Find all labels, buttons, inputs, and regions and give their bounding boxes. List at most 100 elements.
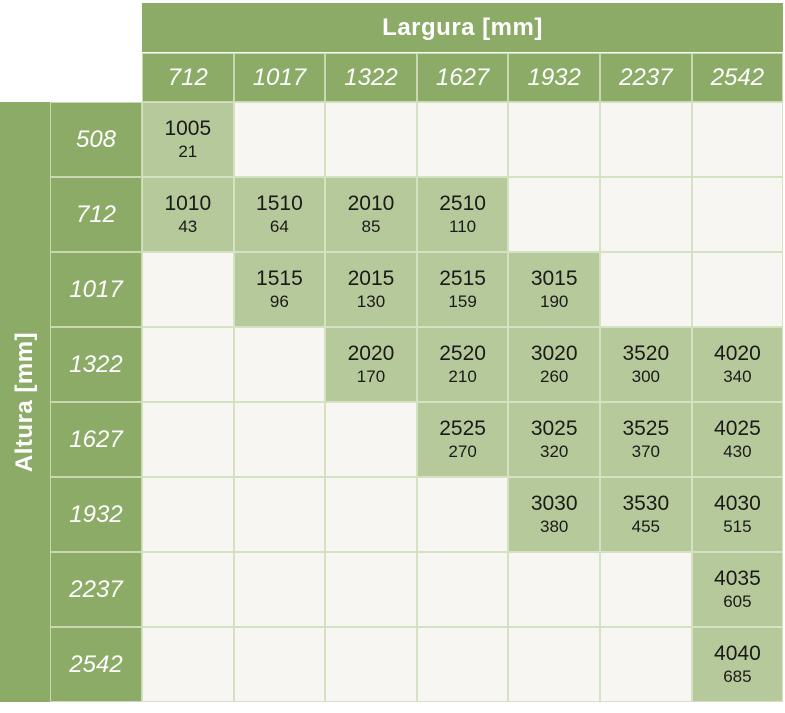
cell-code: 2015 [347, 266, 395, 290]
empty-cell [233, 477, 326, 552]
row-header: 1932 [50, 477, 142, 552]
cell-value: 170 [356, 366, 386, 386]
cell-code: 1510 [256, 191, 303, 215]
cell-code: 3525 [622, 416, 670, 440]
height-axis-title-box: Altura [mm] [0, 102, 50, 702]
table-cell: 4035 605 [691, 552, 784, 627]
column-header: 2237 [600, 53, 692, 102]
row-header: 1322 [50, 327, 142, 402]
empty-cell [691, 102, 784, 177]
column-header: 1932 [508, 53, 600, 102]
cell-value: 320 [540, 441, 569, 461]
cell-value: 130 [356, 291, 386, 311]
empty-cell [416, 552, 509, 627]
cell-value: 85 [361, 216, 381, 236]
table-cell: 4020 340 [691, 327, 784, 402]
cell-value: 515 [723, 516, 752, 536]
table-cell: 3030 380 [508, 477, 600, 552]
empty-cell [142, 477, 234, 552]
cell-value: 270 [448, 441, 477, 461]
cell-value: 605 [723, 591, 752, 611]
empty-cell [325, 477, 417, 552]
cell-value: 159 [448, 291, 477, 311]
cell-code: 3030 [530, 491, 578, 515]
cell-code: 1005 [164, 116, 212, 140]
table-cell: 3020 260 [508, 327, 600, 402]
cell-value: 96 [269, 291, 289, 311]
empty-cell [142, 252, 234, 327]
cell-code: 2510 [439, 191, 486, 215]
empty-cell [416, 477, 509, 552]
table-cell: 2010 85 [325, 177, 417, 252]
cell-value: 260 [540, 366, 569, 386]
row-header: 712 [50, 177, 142, 252]
empty-cell [142, 402, 234, 477]
column-header: 1322 [325, 53, 417, 102]
row-header: 508 [50, 102, 142, 177]
table-cell: 1510 64 [233, 177, 326, 252]
cell-value: 210 [448, 366, 477, 386]
table-cell: 3525 370 [600, 402, 692, 477]
table-cell: 4030 515 [691, 477, 784, 552]
empty-cell [142, 552, 234, 627]
cell-value: 370 [631, 441, 660, 461]
empty-cell [233, 402, 326, 477]
cell-code: 2525 [439, 416, 486, 440]
cell-code: 4020 [714, 341, 761, 365]
cell-value: 380 [540, 516, 569, 536]
cell-value: 64 [269, 216, 289, 236]
table-cell: 1005 21 [142, 102, 234, 177]
cell-code: 2020 [347, 341, 395, 365]
empty-cell [233, 327, 326, 402]
empty-cell [508, 627, 600, 702]
empty-cell [416, 102, 509, 177]
table-cell: 3530 455 [600, 477, 692, 552]
table-cell: 3025 320 [508, 402, 600, 477]
empty-cell [416, 627, 509, 702]
table-cell: 1010 43 [142, 177, 234, 252]
empty-cell [600, 102, 692, 177]
cell-value: 21 [178, 141, 198, 161]
cell-code: 3025 [530, 416, 578, 440]
empty-cell [142, 627, 234, 702]
cell-code: 2515 [439, 266, 486, 290]
empty-cell [691, 252, 784, 327]
table-cell: 2515 159 [416, 252, 509, 327]
cell-code: 2010 [347, 191, 395, 215]
table-cell: 2015 130 [325, 252, 417, 327]
cell-value: 455 [631, 516, 660, 536]
column-header: 712 [142, 53, 234, 102]
table-cell: 3015 190 [508, 252, 600, 327]
table-cell: 4040 685 [691, 627, 784, 702]
column-header: 1017 [233, 53, 326, 102]
table-cell: 3520 300 [600, 327, 692, 402]
cell-code: 1010 [164, 191, 212, 215]
width-axis-title: Largura [mm] [142, 3, 783, 52]
empty-cell [325, 102, 417, 177]
cell-code: 2520 [439, 341, 486, 365]
empty-cell [233, 552, 326, 627]
empty-cell [600, 252, 692, 327]
column-header: 1627 [416, 53, 509, 102]
cell-code: 3520 [622, 341, 670, 365]
cell-code: 3015 [530, 266, 578, 290]
table-cell: 2020 170 [325, 327, 417, 402]
empty-cell [142, 327, 234, 402]
cell-code: 4030 [714, 491, 761, 515]
empty-cell [325, 552, 417, 627]
empty-cell [233, 627, 326, 702]
empty-cell [600, 552, 692, 627]
empty-cell [600, 177, 692, 252]
table-cell: 2510 110 [416, 177, 509, 252]
cell-value: 300 [631, 366, 660, 386]
empty-cell [600, 627, 692, 702]
empty-cell [325, 627, 417, 702]
cell-value: 430 [723, 441, 752, 461]
row-header: 2542 [50, 627, 142, 702]
cell-value: 190 [540, 291, 569, 311]
cell-code: 4040 [714, 641, 761, 665]
empty-cell [233, 102, 326, 177]
empty-cell [691, 177, 784, 252]
cell-value: 685 [723, 666, 752, 686]
cell-code: 4025 [714, 416, 761, 440]
